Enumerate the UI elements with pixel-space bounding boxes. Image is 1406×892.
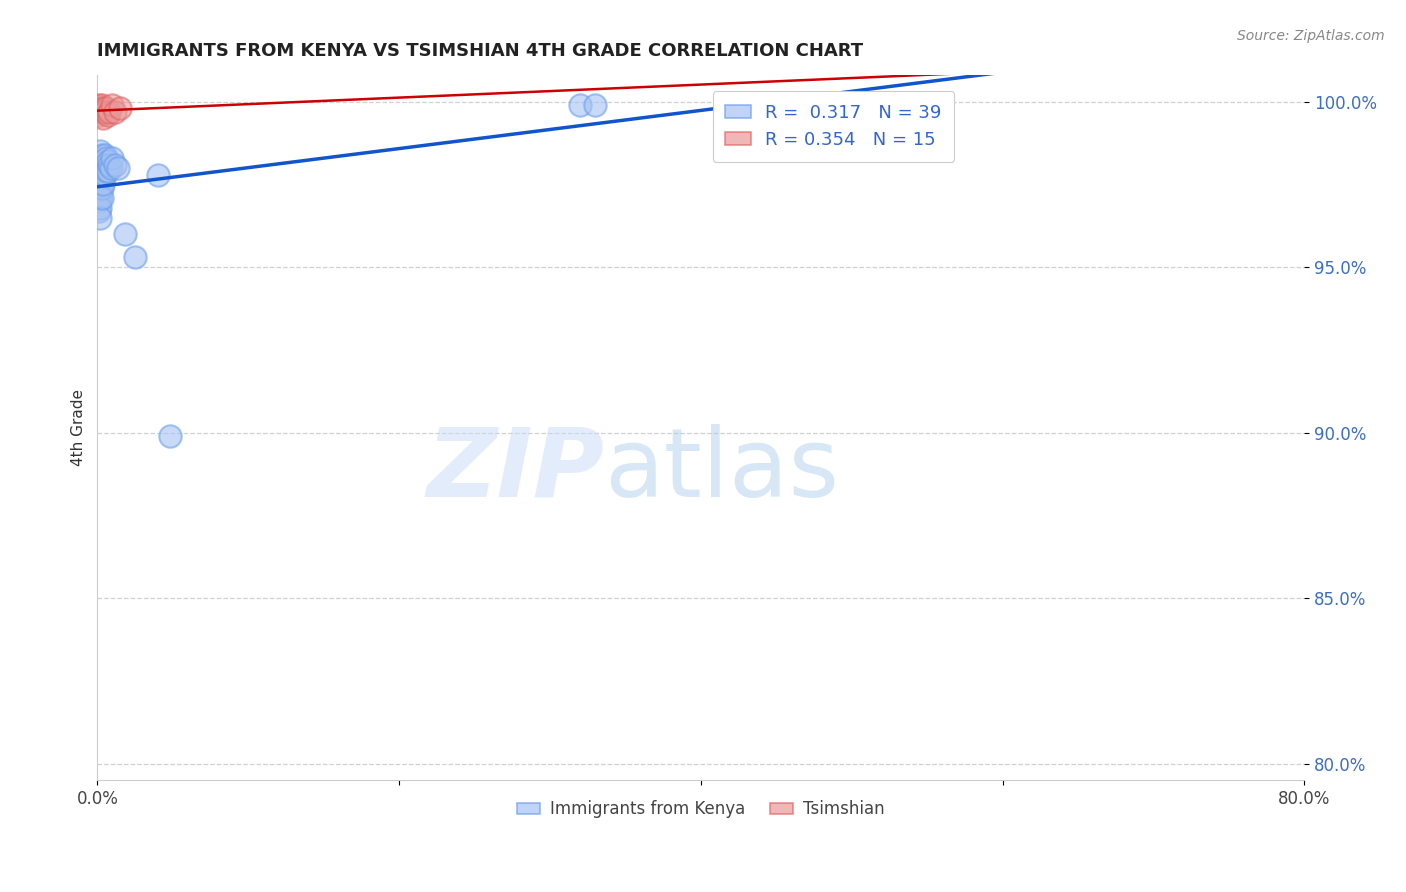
- Point: [96, 164, 118, 178]
- Point: [87, 194, 110, 208]
- Point: [146, 168, 169, 182]
- Point: [97, 108, 120, 122]
- Point: [97, 164, 120, 178]
- Point: [89, 201, 111, 215]
- Point: [96, 101, 118, 115]
- Point: [124, 250, 146, 264]
- Point: [94, 147, 117, 161]
- Point: [101, 98, 124, 112]
- Point: [108, 101, 131, 115]
- Text: atlas: atlas: [605, 424, 839, 516]
- Text: Source: ZipAtlas.com: Source: ZipAtlas.com: [1237, 29, 1385, 43]
- Point: [89, 108, 111, 122]
- Point: [569, 98, 592, 112]
- Point: [89, 191, 111, 205]
- Point: [98, 104, 121, 119]
- Point: [114, 227, 136, 241]
- Point: [87, 184, 110, 198]
- Point: [96, 151, 118, 165]
- Point: [583, 98, 606, 112]
- Point: [101, 151, 124, 165]
- Y-axis label: 4th Grade: 4th Grade: [72, 389, 86, 467]
- Point: [93, 168, 115, 182]
- Point: [89, 101, 111, 115]
- Point: [90, 161, 112, 175]
- Point: [93, 154, 115, 169]
- Point: [94, 168, 117, 182]
- Point: [94, 158, 117, 172]
- Point: [90, 98, 112, 112]
- Point: [94, 104, 117, 119]
- Point: [87, 164, 110, 178]
- Point: [90, 170, 112, 185]
- Point: [87, 174, 110, 188]
- Point: [90, 147, 112, 161]
- Point: [87, 154, 110, 169]
- Point: [104, 158, 127, 172]
- Point: [93, 112, 115, 126]
- Point: [159, 429, 181, 443]
- Point: [90, 191, 112, 205]
- Point: [89, 178, 111, 192]
- Legend: Immigrants from Kenya, Tsimshian: Immigrants from Kenya, Tsimshian: [510, 794, 891, 825]
- Point: [87, 98, 110, 112]
- Point: [93, 178, 115, 192]
- Point: [89, 154, 111, 169]
- Point: [98, 158, 121, 172]
- Point: [97, 154, 120, 169]
- Point: [107, 161, 129, 175]
- Point: [87, 203, 110, 218]
- Point: [100, 161, 122, 175]
- Point: [93, 101, 115, 115]
- Point: [90, 104, 112, 119]
- Point: [89, 168, 111, 182]
- Point: [90, 180, 112, 194]
- Point: [89, 211, 111, 225]
- Point: [104, 104, 127, 119]
- Text: IMMIGRANTS FROM KENYA VS TSIMSHIAN 4TH GRADE CORRELATION CHART: IMMIGRANTS FROM KENYA VS TSIMSHIAN 4TH G…: [97, 42, 863, 60]
- Point: [89, 145, 111, 159]
- Text: ZIP: ZIP: [426, 424, 605, 516]
- Point: [87, 104, 110, 119]
